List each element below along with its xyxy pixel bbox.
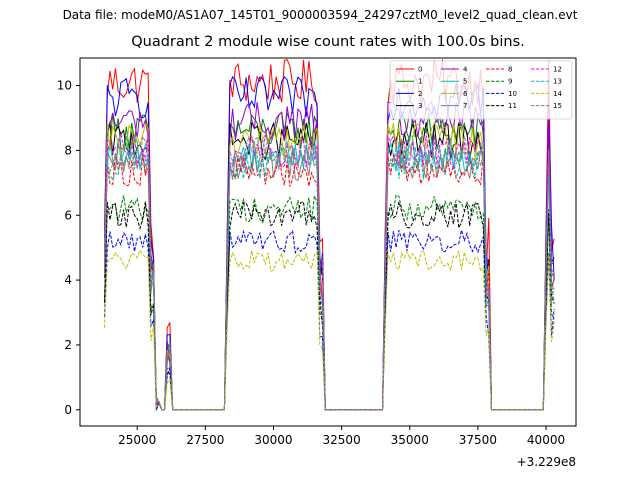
legend-label-4: 4 xyxy=(463,66,468,74)
legend-label-5: 5 xyxy=(463,78,467,86)
legend-label-0: 0 xyxy=(418,66,422,74)
x-tick-label-25000: 25000 xyxy=(118,433,156,447)
legend-label-14: 14 xyxy=(553,90,562,98)
legend-label-2: 2 xyxy=(418,90,422,98)
axes-layer: 25000 27500 30000 32500 35000 37500 40000 0 2 4 6 8… xyxy=(57,79,565,447)
legend-label-11: 11 xyxy=(508,102,517,110)
legend-label-9: 9 xyxy=(508,78,512,86)
legend-label-15: 15 xyxy=(553,102,562,110)
y-tick-label-8: 8 xyxy=(64,143,72,157)
legend-label-3: 3 xyxy=(418,102,422,110)
y-tick-label-4: 4 xyxy=(64,273,72,287)
y-tick-label-10: 10 xyxy=(57,79,72,93)
series-line-14 xyxy=(104,249,555,411)
legend-label-13: 13 xyxy=(553,78,562,86)
series-line-5 xyxy=(104,135,555,411)
series-line-2 xyxy=(104,75,555,411)
x-tick-label-32500: 32500 xyxy=(323,433,361,447)
legend-box xyxy=(389,60,573,120)
x-tick-label-27500: 27500 xyxy=(186,433,224,447)
series-line-4 xyxy=(104,100,555,411)
y-tick-label-0: 0 xyxy=(64,403,72,417)
x-tick-label-35000: 35000 xyxy=(391,433,429,447)
plot-frame xyxy=(79,57,577,427)
x-tick-label-37500: 37500 xyxy=(459,433,497,447)
y-tick-label-6: 6 xyxy=(64,208,72,222)
legend-label-12: 12 xyxy=(553,66,562,74)
legend-label-1: 1 xyxy=(418,78,422,86)
y-tick-label-2: 2 xyxy=(64,338,72,352)
x-tick-label-40000: 40000 xyxy=(527,433,565,447)
x-tick-label-30000: 30000 xyxy=(254,433,292,447)
legend-label-8: 8 xyxy=(508,66,512,74)
figure-suptitle: Data file: modeM0/AS1A07_145T01_90000035… xyxy=(62,8,578,22)
x-offset-label: +3.229e8 xyxy=(517,455,576,469)
plot-title: Quadrant 2 module wise count rates with … xyxy=(131,34,525,50)
legend-label-6: 6 xyxy=(463,90,468,98)
series-line-15 xyxy=(104,134,555,411)
legend-label-7: 7 xyxy=(463,102,467,110)
legend-label-10: 10 xyxy=(508,90,517,98)
